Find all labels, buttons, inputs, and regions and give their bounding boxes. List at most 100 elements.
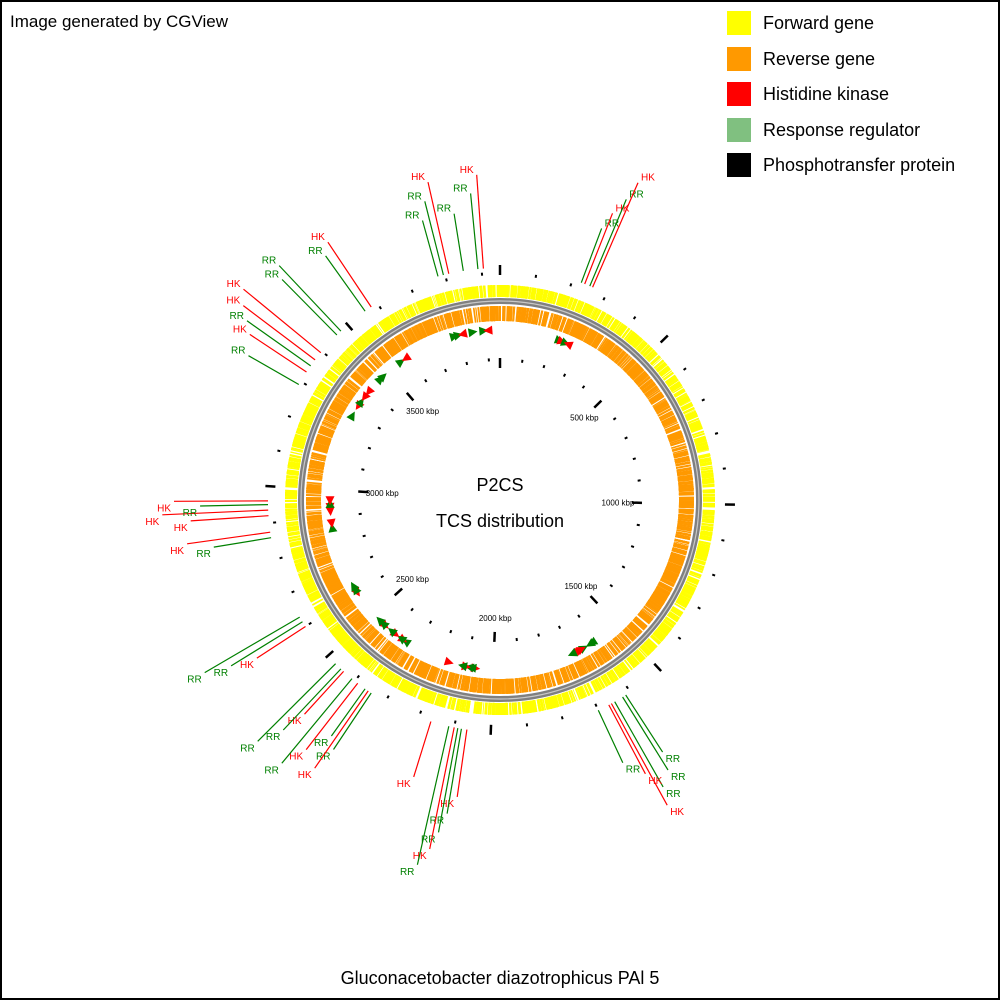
reverse-gene-mark xyxy=(635,616,648,627)
forward-gene-mark xyxy=(375,665,384,677)
forward-gene-mark xyxy=(404,306,411,318)
forward-gene-mark xyxy=(690,425,703,432)
forward-gene-mark xyxy=(519,702,522,715)
reverse-gene-mark xyxy=(313,548,329,554)
outer-tick xyxy=(277,449,281,453)
reverse-gene-mark xyxy=(414,324,423,340)
forward-gene-mark xyxy=(305,405,318,413)
reverse-gene-mark xyxy=(582,658,591,673)
forward-gene-mark xyxy=(702,518,715,522)
reverse-gene-mark xyxy=(311,541,327,547)
reverse-gene-mark xyxy=(512,678,514,694)
reverse-gene-mark xyxy=(324,576,339,584)
reverse-gene-mark xyxy=(318,562,333,570)
reverse-gene-mark xyxy=(412,326,421,341)
forward-gene-mark xyxy=(466,287,470,300)
reverse-gene-mark xyxy=(413,325,421,340)
reverse-gene-mark xyxy=(332,400,347,410)
forward-gene-mark xyxy=(702,485,715,488)
reverse-gene-mark xyxy=(405,330,414,344)
forward-gene-mark xyxy=(663,618,675,628)
forward-gene-mark xyxy=(373,324,383,336)
forward-gene-mark xyxy=(343,638,353,649)
forward-gene-mark xyxy=(427,691,434,703)
forward-gene-mark xyxy=(695,441,708,447)
reverse-gene-mark xyxy=(455,674,460,690)
reverse-gene-mark xyxy=(648,599,662,609)
reverse-gene-mark xyxy=(306,487,322,490)
forward-gene-mark xyxy=(696,444,708,449)
reverse-gene-mark xyxy=(633,371,647,383)
forward-gene-mark xyxy=(410,684,418,697)
forward-gene-mark xyxy=(658,366,670,375)
forward-gene-mark xyxy=(286,472,299,475)
forward-gene-mark xyxy=(305,586,318,594)
reverse-gene-track xyxy=(305,305,695,695)
legend-item-histidine-kinase: Histidine kinase xyxy=(727,80,997,116)
forward-gene-mark xyxy=(286,478,299,481)
rr-marker xyxy=(388,628,398,638)
forward-gene-mark xyxy=(634,651,644,662)
forward-gene-mark xyxy=(557,694,563,707)
forward-gene-mark xyxy=(321,378,333,387)
forward-gene-mark xyxy=(323,615,335,624)
forward-gene-mark xyxy=(408,304,416,317)
feature-label-line xyxy=(281,279,338,336)
forward-gene-mark xyxy=(547,291,553,304)
reverse-gene-mark xyxy=(356,368,369,380)
forward-gene-mark xyxy=(382,669,390,681)
forward-gene-mark xyxy=(384,318,392,329)
forward-gene-mark xyxy=(380,668,388,679)
reverse-gene-mark xyxy=(372,634,384,648)
reverse-gene-mark xyxy=(425,320,433,335)
inner-tick xyxy=(609,584,614,588)
rr-marker xyxy=(478,326,489,336)
forward-gene-mark xyxy=(692,432,705,438)
forward-gene-mark xyxy=(611,320,619,331)
inner-tick xyxy=(612,417,617,421)
reverse-gene-mark xyxy=(591,653,600,667)
forward-gene-mark xyxy=(394,677,402,688)
reverse-gene-mark xyxy=(345,608,359,619)
reverse-gene-mark xyxy=(662,419,677,427)
forward-gene-mark xyxy=(699,460,712,464)
reverse-gene-mark xyxy=(433,317,441,332)
forward-gene-mark xyxy=(471,286,474,299)
reverse-gene-mark xyxy=(560,667,568,683)
reverse-gene-mark xyxy=(654,588,669,598)
forward-gene-mark xyxy=(330,625,342,634)
forward-gene-mark xyxy=(353,648,362,658)
reverse-gene-mark xyxy=(652,398,666,407)
forward-gene-mark xyxy=(401,680,409,692)
reverse-gene-mark xyxy=(678,485,694,488)
reverse-gene-mark xyxy=(636,374,649,385)
reverse-gene-mark xyxy=(550,313,557,329)
reverse-gene-mark xyxy=(388,646,399,660)
reverse-gene-mark xyxy=(384,643,395,657)
reverse-gene-mark xyxy=(313,547,328,553)
forward-gene-mark xyxy=(403,307,410,319)
rr-marker xyxy=(458,662,468,672)
reverse-gene-mark xyxy=(477,307,480,323)
reverse-gene-mark xyxy=(675,464,692,469)
forward-gene-mark xyxy=(293,438,306,443)
reverse-gene-mark xyxy=(378,348,389,361)
reverse-gene-mark xyxy=(673,450,688,456)
reverse-gene-mark xyxy=(307,523,323,527)
reverse-gene-mark xyxy=(447,313,453,328)
reverse-gene-mark xyxy=(506,678,509,694)
forward-gene-mark xyxy=(298,569,310,576)
reverse-gene-mark xyxy=(333,398,348,408)
forward-gene-mark xyxy=(602,674,611,686)
reverse-gene-mark xyxy=(620,356,632,369)
reverse-gene-mark xyxy=(582,328,592,343)
reverse-gene-mark xyxy=(657,584,672,593)
forward-gene-mark xyxy=(699,458,712,463)
forward-gene-mark xyxy=(674,602,686,611)
forward-gene-mark xyxy=(698,541,711,546)
reverse-gene-mark xyxy=(309,464,325,469)
reverse-gene-mark xyxy=(323,574,338,582)
forward-gene-mark xyxy=(618,325,627,337)
forward-gene-mark xyxy=(536,288,541,301)
